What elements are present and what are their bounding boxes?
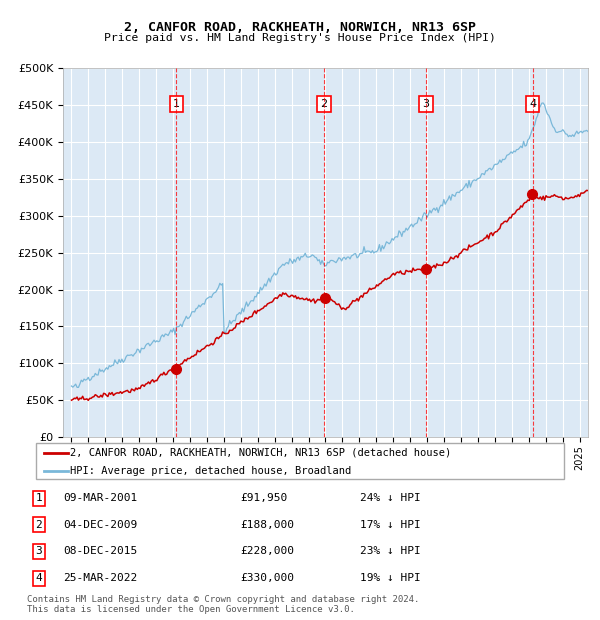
Text: 24% ↓ HPI: 24% ↓ HPI <box>360 493 421 503</box>
Text: 1: 1 <box>173 99 180 108</box>
Text: £228,000: £228,000 <box>240 546 294 557</box>
Text: 25-MAR-2022: 25-MAR-2022 <box>63 573 137 583</box>
Text: Contains HM Land Registry data © Crown copyright and database right 2024.
This d: Contains HM Land Registry data © Crown c… <box>27 595 419 614</box>
Text: 19% ↓ HPI: 19% ↓ HPI <box>360 573 421 583</box>
Text: 4: 4 <box>35 573 43 583</box>
Text: 17% ↓ HPI: 17% ↓ HPI <box>360 520 421 530</box>
Text: 2: 2 <box>320 99 328 108</box>
Text: £91,950: £91,950 <box>240 493 287 503</box>
Text: 3: 3 <box>422 99 430 108</box>
Text: 2, CANFOR ROAD, RACKHEATH, NORWICH, NR13 6SP: 2, CANFOR ROAD, RACKHEATH, NORWICH, NR13… <box>124 21 476 34</box>
Text: 1: 1 <box>35 493 43 503</box>
Text: HPI: Average price, detached house, Broadland: HPI: Average price, detached house, Broa… <box>70 466 352 476</box>
Text: 23% ↓ HPI: 23% ↓ HPI <box>360 546 421 557</box>
Text: 04-DEC-2009: 04-DEC-2009 <box>63 520 137 530</box>
Text: 2, CANFOR ROAD, RACKHEATH, NORWICH, NR13 6SP (detached house): 2, CANFOR ROAD, RACKHEATH, NORWICH, NR13… <box>70 448 452 458</box>
Text: 4: 4 <box>529 99 536 108</box>
FancyBboxPatch shape <box>36 443 564 479</box>
Text: 08-DEC-2015: 08-DEC-2015 <box>63 546 137 557</box>
Text: Price paid vs. HM Land Registry's House Price Index (HPI): Price paid vs. HM Land Registry's House … <box>104 33 496 43</box>
Text: £188,000: £188,000 <box>240 520 294 530</box>
Text: 2: 2 <box>35 520 43 530</box>
Text: 09-MAR-2001: 09-MAR-2001 <box>63 493 137 503</box>
Text: 3: 3 <box>35 546 43 557</box>
Text: £330,000: £330,000 <box>240 573 294 583</box>
